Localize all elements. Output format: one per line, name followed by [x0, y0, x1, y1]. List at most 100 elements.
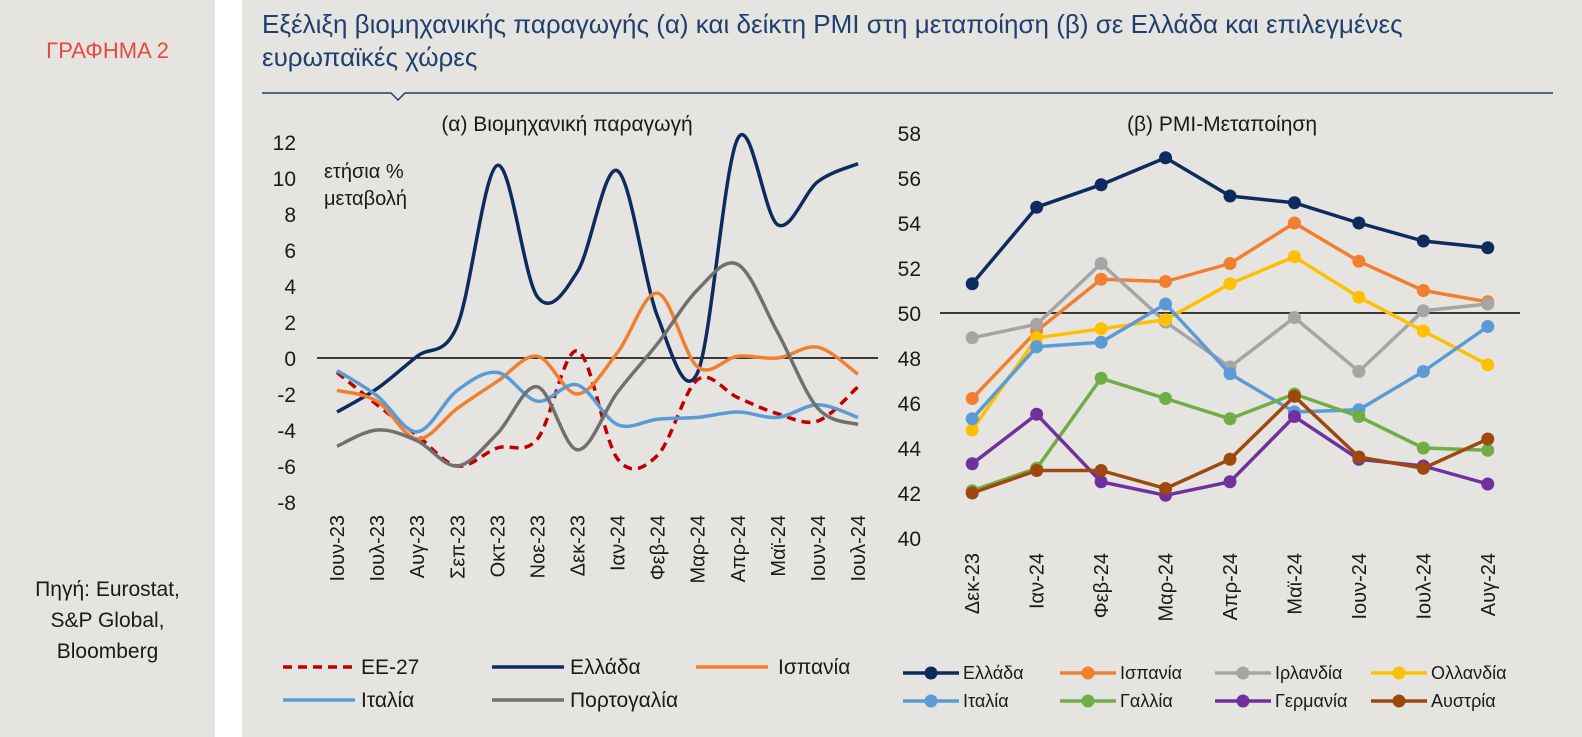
chart-b-xtick-label: Απρ-24	[1220, 553, 1242, 620]
chart-b-data-point-γαλλία	[1416, 441, 1430, 455]
legend-label: ΕΕ-27	[361, 656, 419, 679]
chart-b-data-point-αυστρία	[965, 486, 979, 500]
chart-b-ytick-label: 56	[898, 168, 921, 191]
chart-b-xtick-label: Μαρ-24	[1156, 553, 1178, 622]
legend-marker	[924, 666, 938, 680]
legend-marker	[1392, 666, 1406, 680]
chart-b-data-point-γαλλία	[1481, 443, 1495, 457]
chart-b-data-point-ιρλανδία	[965, 331, 979, 345]
chart-b-data-point-ισπανία	[1223, 257, 1237, 270]
chart-b-ytick-label: 40	[898, 528, 921, 551]
chart-b-data-point-ισπανία	[1159, 275, 1173, 288]
chart-a-title: (α) Βιομηχανική παραγωγή	[441, 113, 692, 136]
legend-label: Ιρλανδία	[1275, 663, 1342, 683]
chart-b-data-point-ελλάδα	[965, 277, 979, 291]
chart-a-ylabel-line: μεταβολή	[324, 188, 407, 210]
chart-b-data-point-γερμανία	[1030, 407, 1044, 421]
chart-b-ytick-label: 48	[898, 348, 921, 371]
legend-marker	[1392, 694, 1406, 708]
chart-b-xtick-label: Αυγ-24	[1478, 553, 1500, 616]
chart-b-data-point-ολλανδία	[1481, 358, 1495, 372]
chart-b-data-point-αυστρία	[1416, 461, 1430, 475]
chart-a-series-line-πορτογαλία	[336, 261, 859, 468]
chart-b-data-point-ιρλανδία	[1030, 317, 1044, 331]
chart-b-data-point-ελλάδα	[1416, 234, 1430, 248]
chart-b-data-point-ελλάδα	[1094, 178, 1108, 192]
chart-b-ytick-label: 46	[898, 393, 921, 416]
chart-b-data-point-αυστρία	[1481, 432, 1495, 446]
chart-a-xtick-label: Μαρ-24	[688, 515, 710, 584]
chart-b-data-point-ιταλία	[1416, 365, 1430, 378]
legend-label: Ισπανία	[1120, 663, 1182, 683]
chart-b-data-point-ιταλία	[1223, 367, 1237, 381]
pmi-chart: (β) PMI-Μεταποίηση 40 42 44 46 48 50 52 54 56 58 Δε…	[898, 113, 1520, 711]
legend-label: Ιταλία	[361, 689, 414, 712]
chart-a-xtick-label: Δεκ-23	[567, 515, 589, 576]
chart-a-series-line-ισπανία	[336, 291, 860, 441]
chart-b-data-point-ελλάδα	[1481, 241, 1495, 255]
title-line: Εξέλιξη βιομηχανικής παραγωγής (α) και δ…	[262, 9, 1403, 39]
chart-a-ytick-label: 12	[273, 132, 296, 155]
chart-b-data-point-ισπανία	[1094, 272, 1108, 286]
legend-label: Ιταλία	[963, 691, 1009, 711]
chart-a-xtick-label: Φεβ-24	[648, 515, 670, 580]
legend-label: Πορτογαλία	[570, 689, 678, 712]
chart-b-ytick-label: 50	[898, 303, 921, 326]
chart-a-xtick-label: Οκτ-23	[487, 515, 509, 577]
chart-b-data-point-αυστρία	[1223, 452, 1237, 466]
source-line: S&P Global,	[50, 609, 165, 632]
chart-b-xtick-label: Ιουλ-24	[1413, 553, 1435, 620]
chart-a-xtick-label: Ιουλ-23	[367, 515, 389, 582]
chart-b-data-point-γαλλία	[1159, 392, 1173, 405]
source-note: Πηγή: Eurostat, S&P Global, Bloomberg	[0, 574, 215, 667]
chart-b-data-point-ολλανδία	[965, 423, 979, 437]
legend-marker	[1236, 694, 1250, 708]
chart-a-ytick-label: 2	[284, 312, 296, 335]
chart-b-data-point-αυστρία	[1030, 464, 1044, 477]
legend-label: Γαλλία	[1120, 691, 1173, 711]
chart-b-ytick-label: 54	[898, 213, 922, 236]
chart-b-xtick-label: Φεβ-24	[1091, 553, 1113, 618]
chart-a-xtick-label: Νοε-23	[527, 515, 549, 578]
chart-a-ytick-label: -2	[277, 384, 296, 407]
chart-b-xtick-label: Δεκ-23	[962, 553, 984, 614]
chart-b-data-point-ολλανδία	[1223, 277, 1237, 291]
chart-b-data-point-γερμανία	[1223, 475, 1237, 489]
chart-b-data-point-ισπανία	[965, 392, 979, 405]
chart-b-data-point-γαλλία	[1352, 410, 1366, 423]
legend-label: Ολλανδία	[1431, 663, 1507, 683]
panel-gap	[215, 0, 242, 737]
legend-label: Ισπανία	[778, 656, 850, 679]
legend-marker	[924, 694, 938, 708]
chart-b-data-point-ολλανδία	[1094, 322, 1108, 336]
chart-b-data-point-ολλανδία	[1030, 331, 1044, 345]
chart-a-ytick-label: 6	[284, 240, 296, 263]
legend-label: Ελλάδα	[963, 663, 1024, 683]
sidebar-panel	[0, 0, 215, 737]
chart-b-data-point-ελλάδα	[1352, 216, 1366, 230]
chart-b-data-point-γαλλία	[1223, 412, 1237, 426]
chart-a-xtick-label: Μαϊ-24	[768, 515, 790, 577]
legend-label: Γερμανία	[1275, 691, 1347, 711]
chart-b-ytick-label: 52	[898, 258, 921, 281]
chart-b-xtick-label: Ιαν-24	[1027, 553, 1049, 609]
chart-b-data-point-γερμανία	[1094, 475, 1108, 489]
page-title: Εξέλιξη βιομηχανικής παραγωγής (α) και δ…	[262, 8, 1552, 74]
chart-a-series-line-εε-27	[335, 349, 860, 471]
chart-a-ytick-label: 0	[284, 348, 296, 371]
chart-b-data-point-γερμανία	[1481, 477, 1495, 491]
chart-a-xtick-label: Απρ-24	[728, 515, 750, 582]
chart-a-xtick-label: Σεπ-23	[447, 515, 469, 579]
chart-b-data-point-γερμανία	[965, 457, 979, 471]
chart-a-xtick-label: Ιουν-24	[808, 515, 830, 582]
chart-b-data-point-γερμανία	[1287, 410, 1301, 423]
title-underline	[262, 92, 1553, 102]
chart-a-ytick-label: -4	[277, 420, 296, 443]
chart-b-xtick-label: Ιουν-24	[1349, 553, 1371, 620]
chart-b-data-point-αυστρία	[1352, 450, 1366, 464]
chart-a-series-line-ιταλία	[336, 369, 859, 434]
chart-b-data-point-ιρλανδία	[1481, 297, 1495, 311]
chart-b-ytick-label: 58	[898, 123, 921, 146]
chart-b-data-point-ολλανδία	[1352, 290, 1366, 304]
chart-a-xtick-label: Αυγ-23	[407, 515, 429, 578]
